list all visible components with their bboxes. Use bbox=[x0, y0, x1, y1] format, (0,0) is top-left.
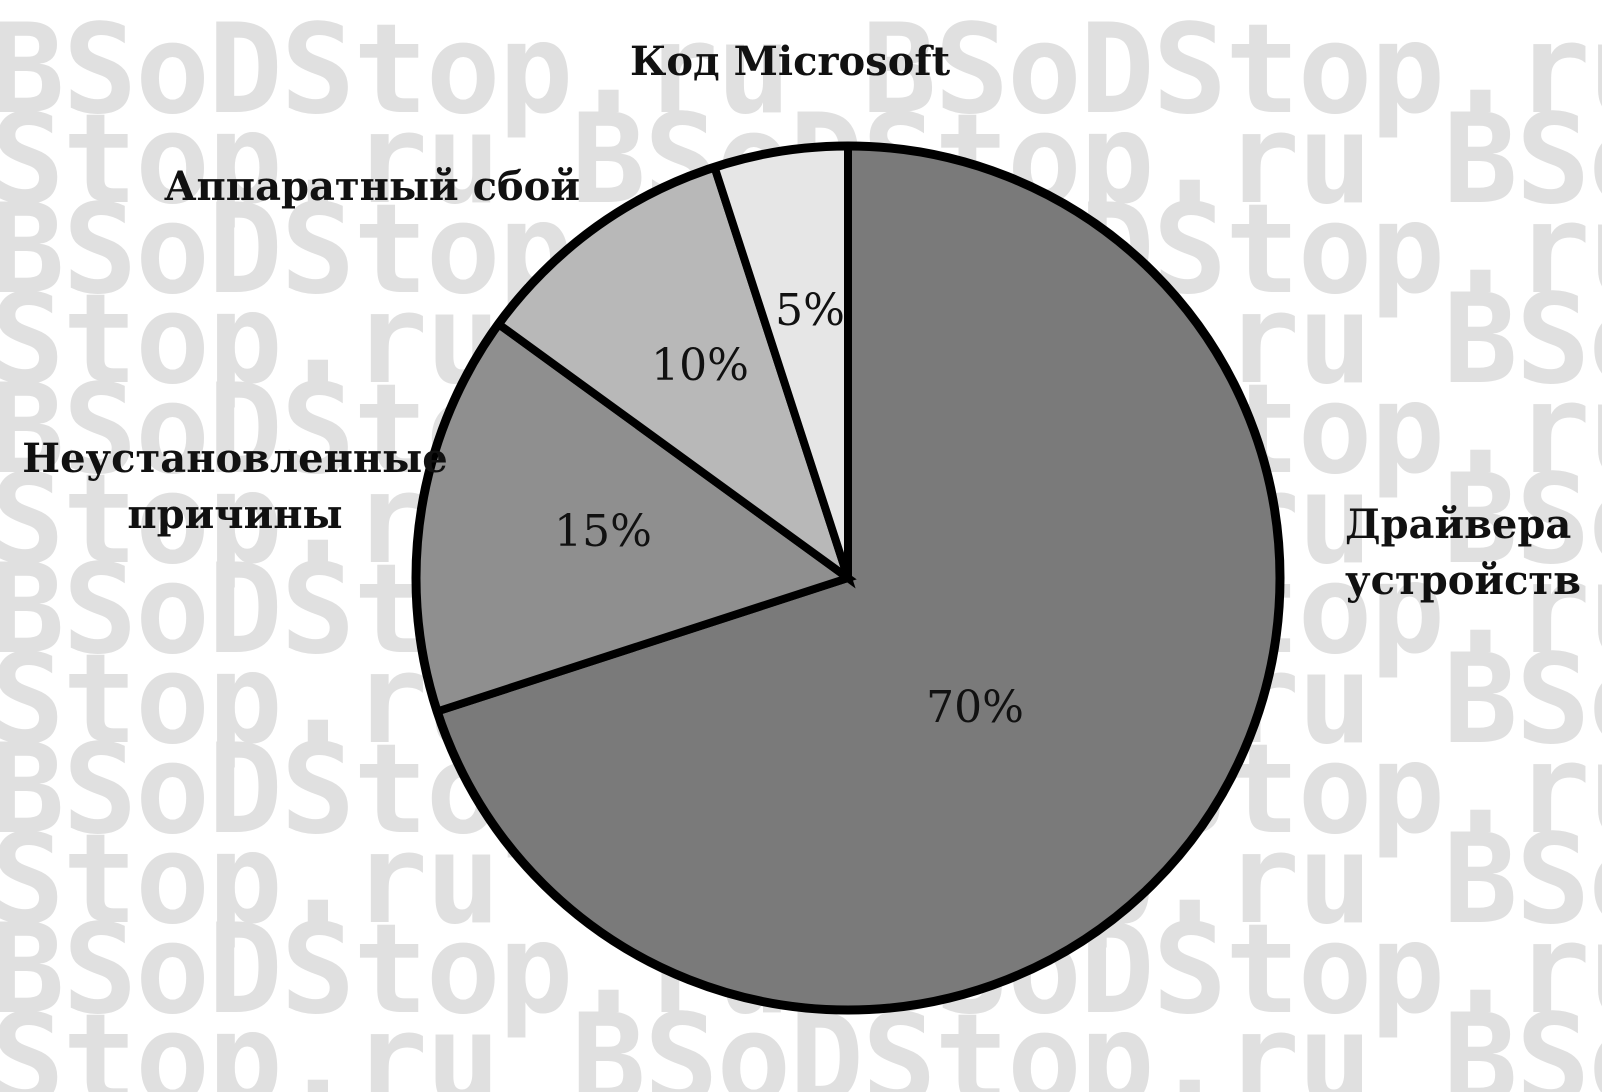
pie-slices bbox=[411, 141, 1285, 1015]
slice-value-label: 5% bbox=[775, 285, 845, 336]
category-labels: Драйвера устройств Неустановленные причины А… bbox=[22, 38, 1581, 604]
slice-value-label: 15% bbox=[554, 506, 652, 557]
pie-outline bbox=[411, 141, 1285, 1015]
slice-value-label: 70% bbox=[926, 682, 1024, 733]
slice-category-label: устройств bbox=[1345, 557, 1581, 604]
slice-value-label: 10% bbox=[651, 340, 749, 391]
percentage-labels: 70% 15% 10% 5% bbox=[554, 285, 1024, 733]
slice-category-label: Код Microsoft bbox=[630, 38, 951, 85]
slice-category-label: Аппаратный сбой bbox=[164, 163, 580, 210]
slice-category-label: Неустановленные bbox=[22, 435, 447, 482]
slice-category-label: Драйвера bbox=[1345, 501, 1571, 548]
slice-category-label: причины bbox=[127, 491, 342, 538]
